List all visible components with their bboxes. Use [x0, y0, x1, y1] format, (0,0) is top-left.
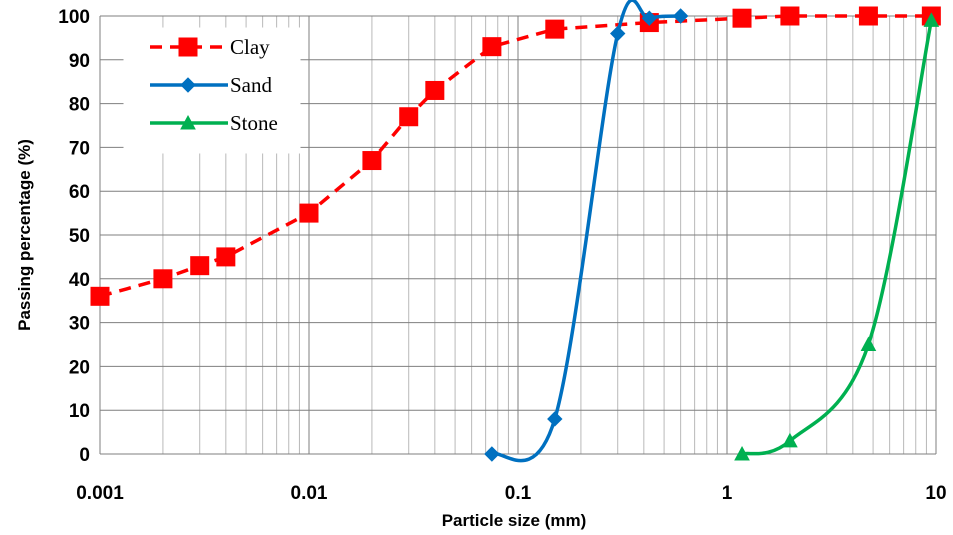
- series-stone: [734, 12, 940, 461]
- stone-point: [734, 445, 750, 461]
- legend-label-stone: Stone: [230, 111, 278, 135]
- clay-point: [425, 80, 445, 100]
- series-sand: [484, 0, 689, 463]
- y-tick-label: 60: [69, 182, 90, 203]
- x-tick-label: 0.1: [505, 483, 532, 504]
- y-tick-label: 40: [69, 270, 90, 291]
- x-tick-label: 10: [925, 483, 946, 504]
- legend-marker-sand: [180, 77, 196, 93]
- y-tick-label: 90: [69, 51, 90, 72]
- y-tick-label: 70: [69, 138, 90, 159]
- sand-point: [547, 411, 563, 427]
- y-axis-title: Passing percentage (%): [15, 139, 34, 331]
- stone-point: [860, 336, 877, 351]
- legend: Clay Sand Stone: [123, 27, 301, 154]
- legend-label-sand: Sand: [230, 73, 273, 97]
- x-tick-label: 0.01: [291, 483, 328, 504]
- sand-point: [672, 8, 689, 24]
- legend-label-clay: Clay: [230, 35, 270, 59]
- y-tick-labels: 0 10 20 30 40 50 60 70 80 90 100: [58, 7, 90, 466]
- clay-point: [399, 107, 419, 127]
- clay-point: [545, 19, 565, 39]
- clay-point: [90, 286, 110, 306]
- x-tick-label: 1: [722, 483, 733, 504]
- x-tick-labels: 0.001 0.01 0.1 1 10: [76, 483, 946, 504]
- legend-box: [123, 27, 301, 154]
- sand-point: [610, 25, 626, 42]
- stone-line: [741, 20, 934, 456]
- clay-point: [858, 6, 878, 26]
- series-clay: [90, 6, 941, 306]
- series-layer: [90, 0, 941, 463]
- clay-point: [190, 256, 210, 276]
- clay-point: [216, 247, 236, 267]
- clay-point: [362, 151, 382, 171]
- legend-marker-stone: [180, 114, 196, 130]
- clay-point: [780, 6, 800, 26]
- clay-point: [153, 269, 173, 289]
- clay-point: [299, 203, 319, 223]
- y-tick-label: 50: [69, 226, 90, 247]
- x-tick-label: 0.001: [76, 483, 124, 504]
- y-tick-label: 30: [69, 314, 90, 335]
- stone-point: [923, 12, 940, 27]
- stone-point: [782, 432, 798, 448]
- clay-point: [732, 8, 752, 28]
- clay-point: [482, 37, 502, 57]
- sand-line: [491, 0, 681, 463]
- sand-point: [484, 446, 500, 462]
- x-axis-title: Particle size (mm): [442, 511, 587, 530]
- sand-point: [641, 10, 658, 26]
- legend-marker-clay: [178, 37, 198, 57]
- y-tick-label: 10: [69, 401, 90, 422]
- y-tick-label: 80: [69, 95, 90, 116]
- y-tick-label: 0: [79, 445, 90, 466]
- y-tick-label: 20: [69, 357, 90, 378]
- y-tick-label: 100: [58, 7, 90, 28]
